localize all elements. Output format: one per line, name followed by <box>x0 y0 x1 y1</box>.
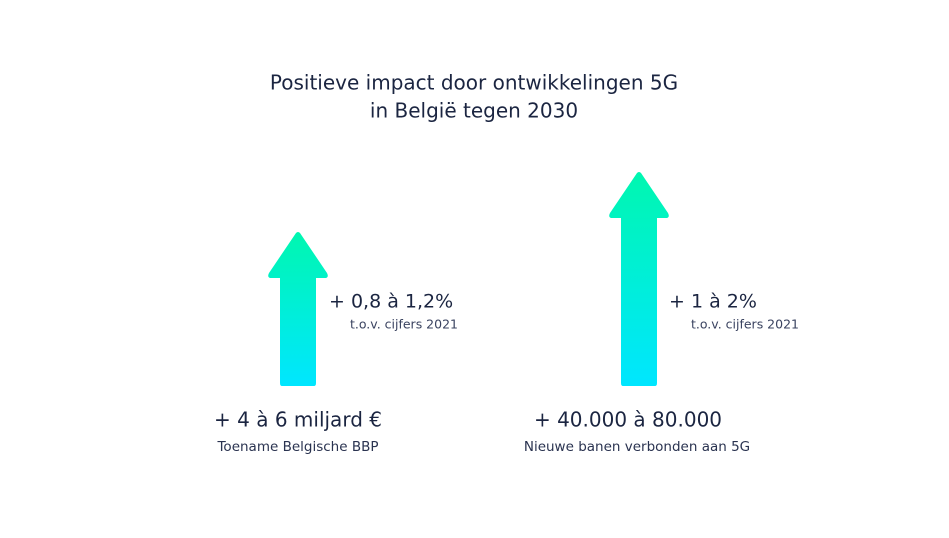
subtitle: Toename Belgische BBP <box>216 439 378 455</box>
title-line: Positieve impact door ontwikkelingen 5G <box>270 71 678 95</box>
arrow-up <box>268 232 328 386</box>
growth: + 0,8 à 1,2% <box>329 291 453 313</box>
growth-note: t.o.v. cijfers 2021 <box>350 317 458 332</box>
growth-note: t.o.v. cijfers 2021 <box>691 317 799 332</box>
growth: + 1 à 2% <box>669 291 757 313</box>
subtitle: Nieuwe banen verbonden aan 5G <box>524 439 750 455</box>
title-line: in België tegen 2030 <box>370 99 578 123</box>
headline: + 40.000 à 80.000 <box>534 408 722 432</box>
arrow-up <box>609 172 669 386</box>
headline: + 4 à 6 miljard € <box>214 408 382 432</box>
